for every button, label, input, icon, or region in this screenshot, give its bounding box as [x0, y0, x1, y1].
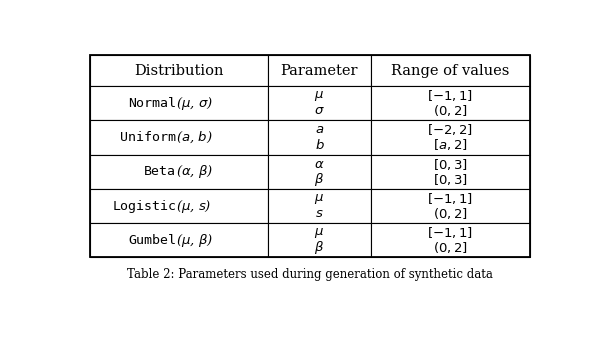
- Bar: [371, 155, 530, 189]
- Bar: [89, 223, 268, 258]
- Text: $s$: $s$: [315, 207, 324, 220]
- Bar: [89, 155, 268, 189]
- Text: Range of values: Range of values: [391, 64, 510, 78]
- Text: $[-1, 1]$: $[-1, 1]$: [427, 191, 474, 206]
- Bar: [371, 189, 530, 223]
- Bar: [268, 55, 371, 86]
- Bar: [89, 55, 530, 258]
- Text: $\beta$: $\beta$: [315, 239, 324, 256]
- Text: ($\mu$, $\beta$): ($\mu$, $\beta$): [176, 232, 213, 249]
- Bar: [371, 55, 530, 86]
- Bar: [89, 189, 268, 223]
- Text: $(0, 2]$: $(0, 2]$: [433, 240, 468, 255]
- Bar: [268, 86, 371, 120]
- Text: Beta: Beta: [144, 165, 176, 178]
- Bar: [268, 155, 371, 189]
- Text: $[0, 3]$: $[0, 3]$: [433, 157, 468, 172]
- Bar: [371, 86, 530, 120]
- Text: ($\mu$, $s$): ($\mu$, $s$): [176, 198, 212, 214]
- Bar: [268, 189, 371, 223]
- Text: $\sigma$: $\sigma$: [314, 104, 325, 117]
- Text: $\mu$: $\mu$: [315, 89, 324, 103]
- Bar: [371, 223, 530, 258]
- Text: $\mu$: $\mu$: [315, 191, 324, 206]
- Text: Gumbel: Gumbel: [128, 234, 176, 247]
- Text: $[-1, 1]$: $[-1, 1]$: [427, 88, 474, 103]
- Text: ($a$, $b$): ($a$, $b$): [176, 130, 213, 145]
- Text: $[a, 2]$: $[a, 2]$: [433, 137, 467, 152]
- Text: $(0, 2]$: $(0, 2]$: [433, 103, 468, 118]
- Text: Logistic: Logistic: [112, 199, 176, 213]
- Text: $(0, 2]$: $(0, 2]$: [433, 206, 468, 221]
- Bar: [268, 223, 371, 258]
- Text: Uniform: Uniform: [120, 131, 176, 144]
- Text: $\mu$: $\mu$: [315, 226, 324, 240]
- Text: $[-2, 2]$: $[-2, 2]$: [427, 122, 474, 137]
- Text: ($\alpha$, $\beta$): ($\alpha$, $\beta$): [176, 163, 214, 180]
- Text: Normal: Normal: [128, 97, 176, 110]
- Bar: [371, 120, 530, 155]
- Text: $\alpha$: $\alpha$: [314, 158, 325, 171]
- Text: $[0, 3]$: $[0, 3]$: [433, 172, 468, 187]
- Text: $\beta$: $\beta$: [315, 171, 324, 188]
- Text: Table 2: Parameters used during generation of synthetic data: Table 2: Parameters used during generati…: [127, 268, 492, 281]
- Bar: [89, 86, 268, 120]
- Text: Parameter: Parameter: [281, 64, 358, 78]
- Text: ($\mu$, $\sigma$): ($\mu$, $\sigma$): [176, 95, 213, 112]
- Bar: [268, 120, 371, 155]
- Bar: [89, 120, 268, 155]
- Text: $[-1, 1]$: $[-1, 1]$: [427, 225, 474, 240]
- Text: $b$: $b$: [315, 138, 324, 152]
- Text: Distribution: Distribution: [134, 64, 223, 78]
- Text: $a$: $a$: [315, 124, 324, 136]
- Bar: [89, 55, 268, 86]
